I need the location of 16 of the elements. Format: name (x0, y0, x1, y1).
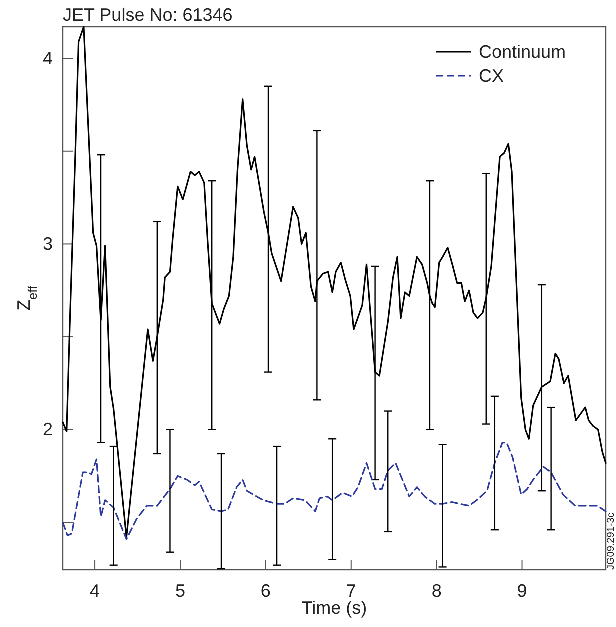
x-tick-label: 5 (175, 580, 186, 601)
legend-label: CX (479, 66, 504, 86)
y-tick-label: 4 (42, 48, 53, 68)
annotation: JG09.291-3c (606, 512, 616, 570)
chart-title: JET Pulse No: 61346 (63, 5, 233, 25)
legend-label: Continuum (479, 42, 566, 62)
x-tick-label: 4 (90, 580, 100, 601)
line-series (62, 442, 607, 540)
line-series (62, 26, 607, 538)
x-tick-label: 8 (432, 580, 442, 601)
y-tick-label: 2 (42, 420, 53, 440)
x-axis-title: Time (s) (302, 598, 368, 618)
x-tick-label: 6 (260, 580, 271, 601)
y-tick-label: 3 (42, 234, 53, 254)
x-tick-label: 7 (346, 580, 356, 601)
x-tick-label: 9 (517, 580, 528, 601)
